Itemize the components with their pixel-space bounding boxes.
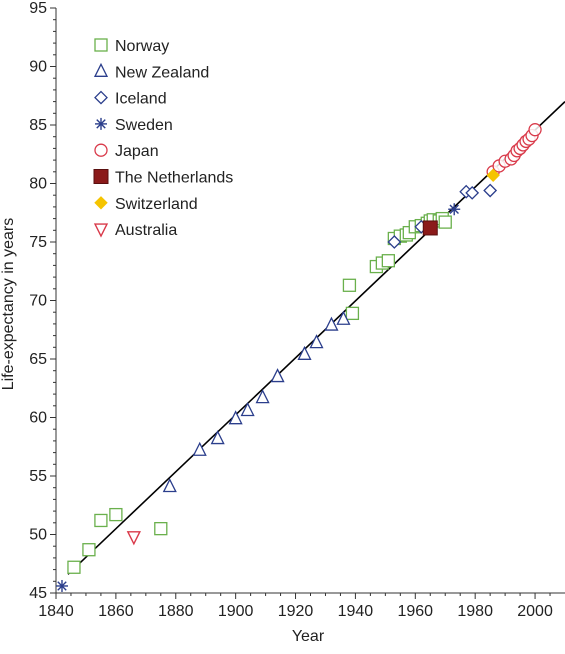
point-iceland bbox=[483, 183, 498, 198]
x-tick-label: 1900 bbox=[218, 603, 254, 620]
point-new-zealand bbox=[255, 389, 270, 404]
legend-marker-sweden bbox=[95, 117, 107, 130]
legend-item-switzerland: Switzerland bbox=[94, 196, 198, 213]
point-sweden-stroke bbox=[449, 204, 459, 214]
x-tick-label: 1920 bbox=[278, 603, 314, 620]
point-iceland bbox=[465, 185, 480, 200]
point-new-zealand bbox=[228, 410, 243, 425]
y-tick-label: 65 bbox=[29, 351, 47, 368]
x-tick-label: 2000 bbox=[517, 603, 553, 620]
legend-label: Iceland bbox=[115, 91, 167, 108]
point-sweden-stroke bbox=[57, 581, 67, 591]
y-tick-label: 55 bbox=[29, 468, 47, 485]
legend-marker-new-zealand bbox=[93, 62, 109, 77]
y-tick-label: 70 bbox=[29, 293, 47, 310]
x-axis-title: Year bbox=[292, 628, 325, 645]
legend-item-new-zealand: New Zealand bbox=[93, 62, 209, 81]
x-tick-label: 1860 bbox=[98, 603, 134, 620]
legend-item-the-netherlands: The Netherlands bbox=[93, 169, 233, 187]
legend: Norway New Zealand Iceland Sweden Japan The N… bbox=[93, 38, 233, 239]
y-tick-label: 75 bbox=[29, 234, 47, 251]
point-new-zealand bbox=[240, 402, 255, 417]
point-new-zealand bbox=[324, 316, 339, 331]
point-the-netherlands bbox=[422, 220, 438, 236]
legend-label: Norway bbox=[115, 38, 169, 55]
point-norway bbox=[82, 543, 96, 557]
legend-item-australia: Australia bbox=[93, 222, 177, 239]
series-switzerland bbox=[486, 168, 500, 183]
legend-item-norway: Norway bbox=[94, 38, 169, 55]
legend-marker-japan bbox=[94, 143, 108, 157]
data-points-group bbox=[55, 123, 542, 592]
point-switzerland bbox=[486, 168, 500, 183]
point-norway bbox=[345, 306, 360, 321]
y-tick-label: 80 bbox=[29, 176, 47, 193]
legend-item-japan: Japan bbox=[94, 143, 159, 160]
legend-label: Sweden bbox=[115, 117, 173, 134]
legend-marker-iceland bbox=[94, 90, 108, 105]
point-new-zealand bbox=[270, 368, 285, 383]
legend-label: Australia bbox=[115, 222, 177, 239]
point-norway bbox=[67, 560, 81, 574]
legend-marker-australia bbox=[93, 223, 109, 238]
legend-label: Switzerland bbox=[115, 196, 198, 213]
legend-label: New Zealand bbox=[115, 64, 209, 81]
legend-item-sweden: Sweden bbox=[95, 117, 173, 134]
x-tick-label: 1980 bbox=[457, 603, 493, 620]
series-sweden bbox=[55, 203, 461, 592]
x-tick-label: 1840 bbox=[38, 603, 74, 620]
point-norway bbox=[154, 522, 168, 536]
x-tick-label: 1880 bbox=[158, 603, 194, 620]
y-tick-label: 50 bbox=[29, 527, 47, 544]
point-new-zealand bbox=[210, 430, 225, 445]
y-tick-label: 95 bbox=[29, 0, 47, 17]
point-new-zealand bbox=[162, 478, 177, 493]
point-norway bbox=[381, 254, 395, 268]
point-new-zealand bbox=[192, 441, 207, 456]
x-tick-label: 1960 bbox=[397, 603, 433, 620]
y-tick-label: 45 bbox=[29, 585, 47, 602]
point-sweden bbox=[448, 203, 461, 216]
y-tick-label: 90 bbox=[29, 59, 47, 76]
point-australia bbox=[126, 531, 141, 546]
series-australia bbox=[126, 531, 141, 546]
legend-marker-norway bbox=[94, 38, 108, 52]
point-new-zealand bbox=[297, 345, 312, 360]
legend-label: Japan bbox=[115, 143, 159, 160]
axes-group: 45 50 55 60 65 70 75 80 85 90 95 1840 1860 1880 1900 19… bbox=[29, 0, 565, 620]
point-sweden bbox=[55, 579, 68, 592]
point-new-zealand bbox=[336, 310, 351, 325]
legend-item-iceland: Iceland bbox=[94, 90, 167, 108]
point-japan bbox=[528, 123, 542, 137]
legend-marker-sweden-stroke bbox=[96, 119, 106, 129]
point-norway bbox=[438, 215, 452, 229]
y-tick-label: 85 bbox=[29, 117, 47, 134]
point-iceland bbox=[387, 235, 402, 249]
point-norway bbox=[94, 513, 108, 528]
x-tick-label: 1940 bbox=[338, 603, 374, 620]
legend-marker-the-netherlands bbox=[93, 169, 109, 184]
series-the-netherlands bbox=[422, 220, 438, 236]
point-norway bbox=[109, 507, 123, 522]
y-axis-title: Life-expectancy in years bbox=[0, 218, 17, 391]
point-norway bbox=[342, 278, 357, 292]
y-tick-label: 60 bbox=[29, 410, 47, 427]
series-new-zealand bbox=[162, 310, 351, 493]
series-japan bbox=[486, 123, 542, 179]
legend-label: The Netherlands bbox=[115, 170, 233, 187]
point-new-zealand bbox=[309, 334, 324, 349]
legend-marker-switzerland bbox=[94, 196, 108, 210]
